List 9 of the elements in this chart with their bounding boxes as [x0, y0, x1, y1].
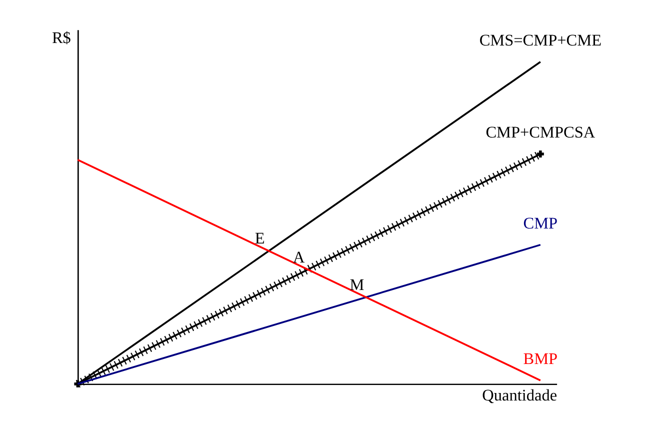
- annotation: M: [350, 276, 364, 294]
- series-label: CMS=CMP+CME: [479, 32, 602, 50]
- annotation: A: [292, 248, 305, 266]
- series-label: CMP+CMPCSA: [486, 124, 596, 142]
- y-axis-title: R$: [52, 28, 71, 47]
- x-axis-title: Quantidade: [482, 386, 558, 405]
- series-label: BMP: [523, 350, 558, 368]
- series-label: CMP: [523, 214, 558, 233]
- annotation: E: [254, 230, 265, 248]
